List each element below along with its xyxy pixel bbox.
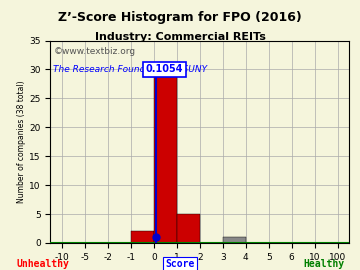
Text: Score: Score [165,259,195,269]
Text: ©www.textbiz.org: ©www.textbiz.org [53,46,135,56]
Bar [177,214,200,243]
Bar [131,231,154,243]
Bar [154,64,177,243]
Text: Unhealthy: Unhealthy [17,259,69,269]
Bar [223,237,246,243]
Text: Z’-Score Histogram for FPO (2016): Z’-Score Histogram for FPO (2016) [58,11,302,24]
Text: Healthy: Healthy [303,259,345,269]
Text: The Research Foundation of SUNY: The Research Foundation of SUNY [53,65,207,74]
Text: 0.1054: 0.1054 [146,65,183,75]
Y-axis label: Number of companies (38 total): Number of companies (38 total) [17,80,26,203]
Text: Industry: Commercial REITs: Industry: Commercial REITs [95,32,265,42]
